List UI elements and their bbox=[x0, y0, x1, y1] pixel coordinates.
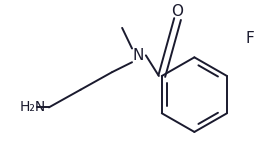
Text: N: N bbox=[132, 48, 144, 63]
Text: H₂N: H₂N bbox=[19, 100, 45, 114]
Text: O: O bbox=[171, 4, 184, 19]
Text: F: F bbox=[246, 31, 255, 46]
